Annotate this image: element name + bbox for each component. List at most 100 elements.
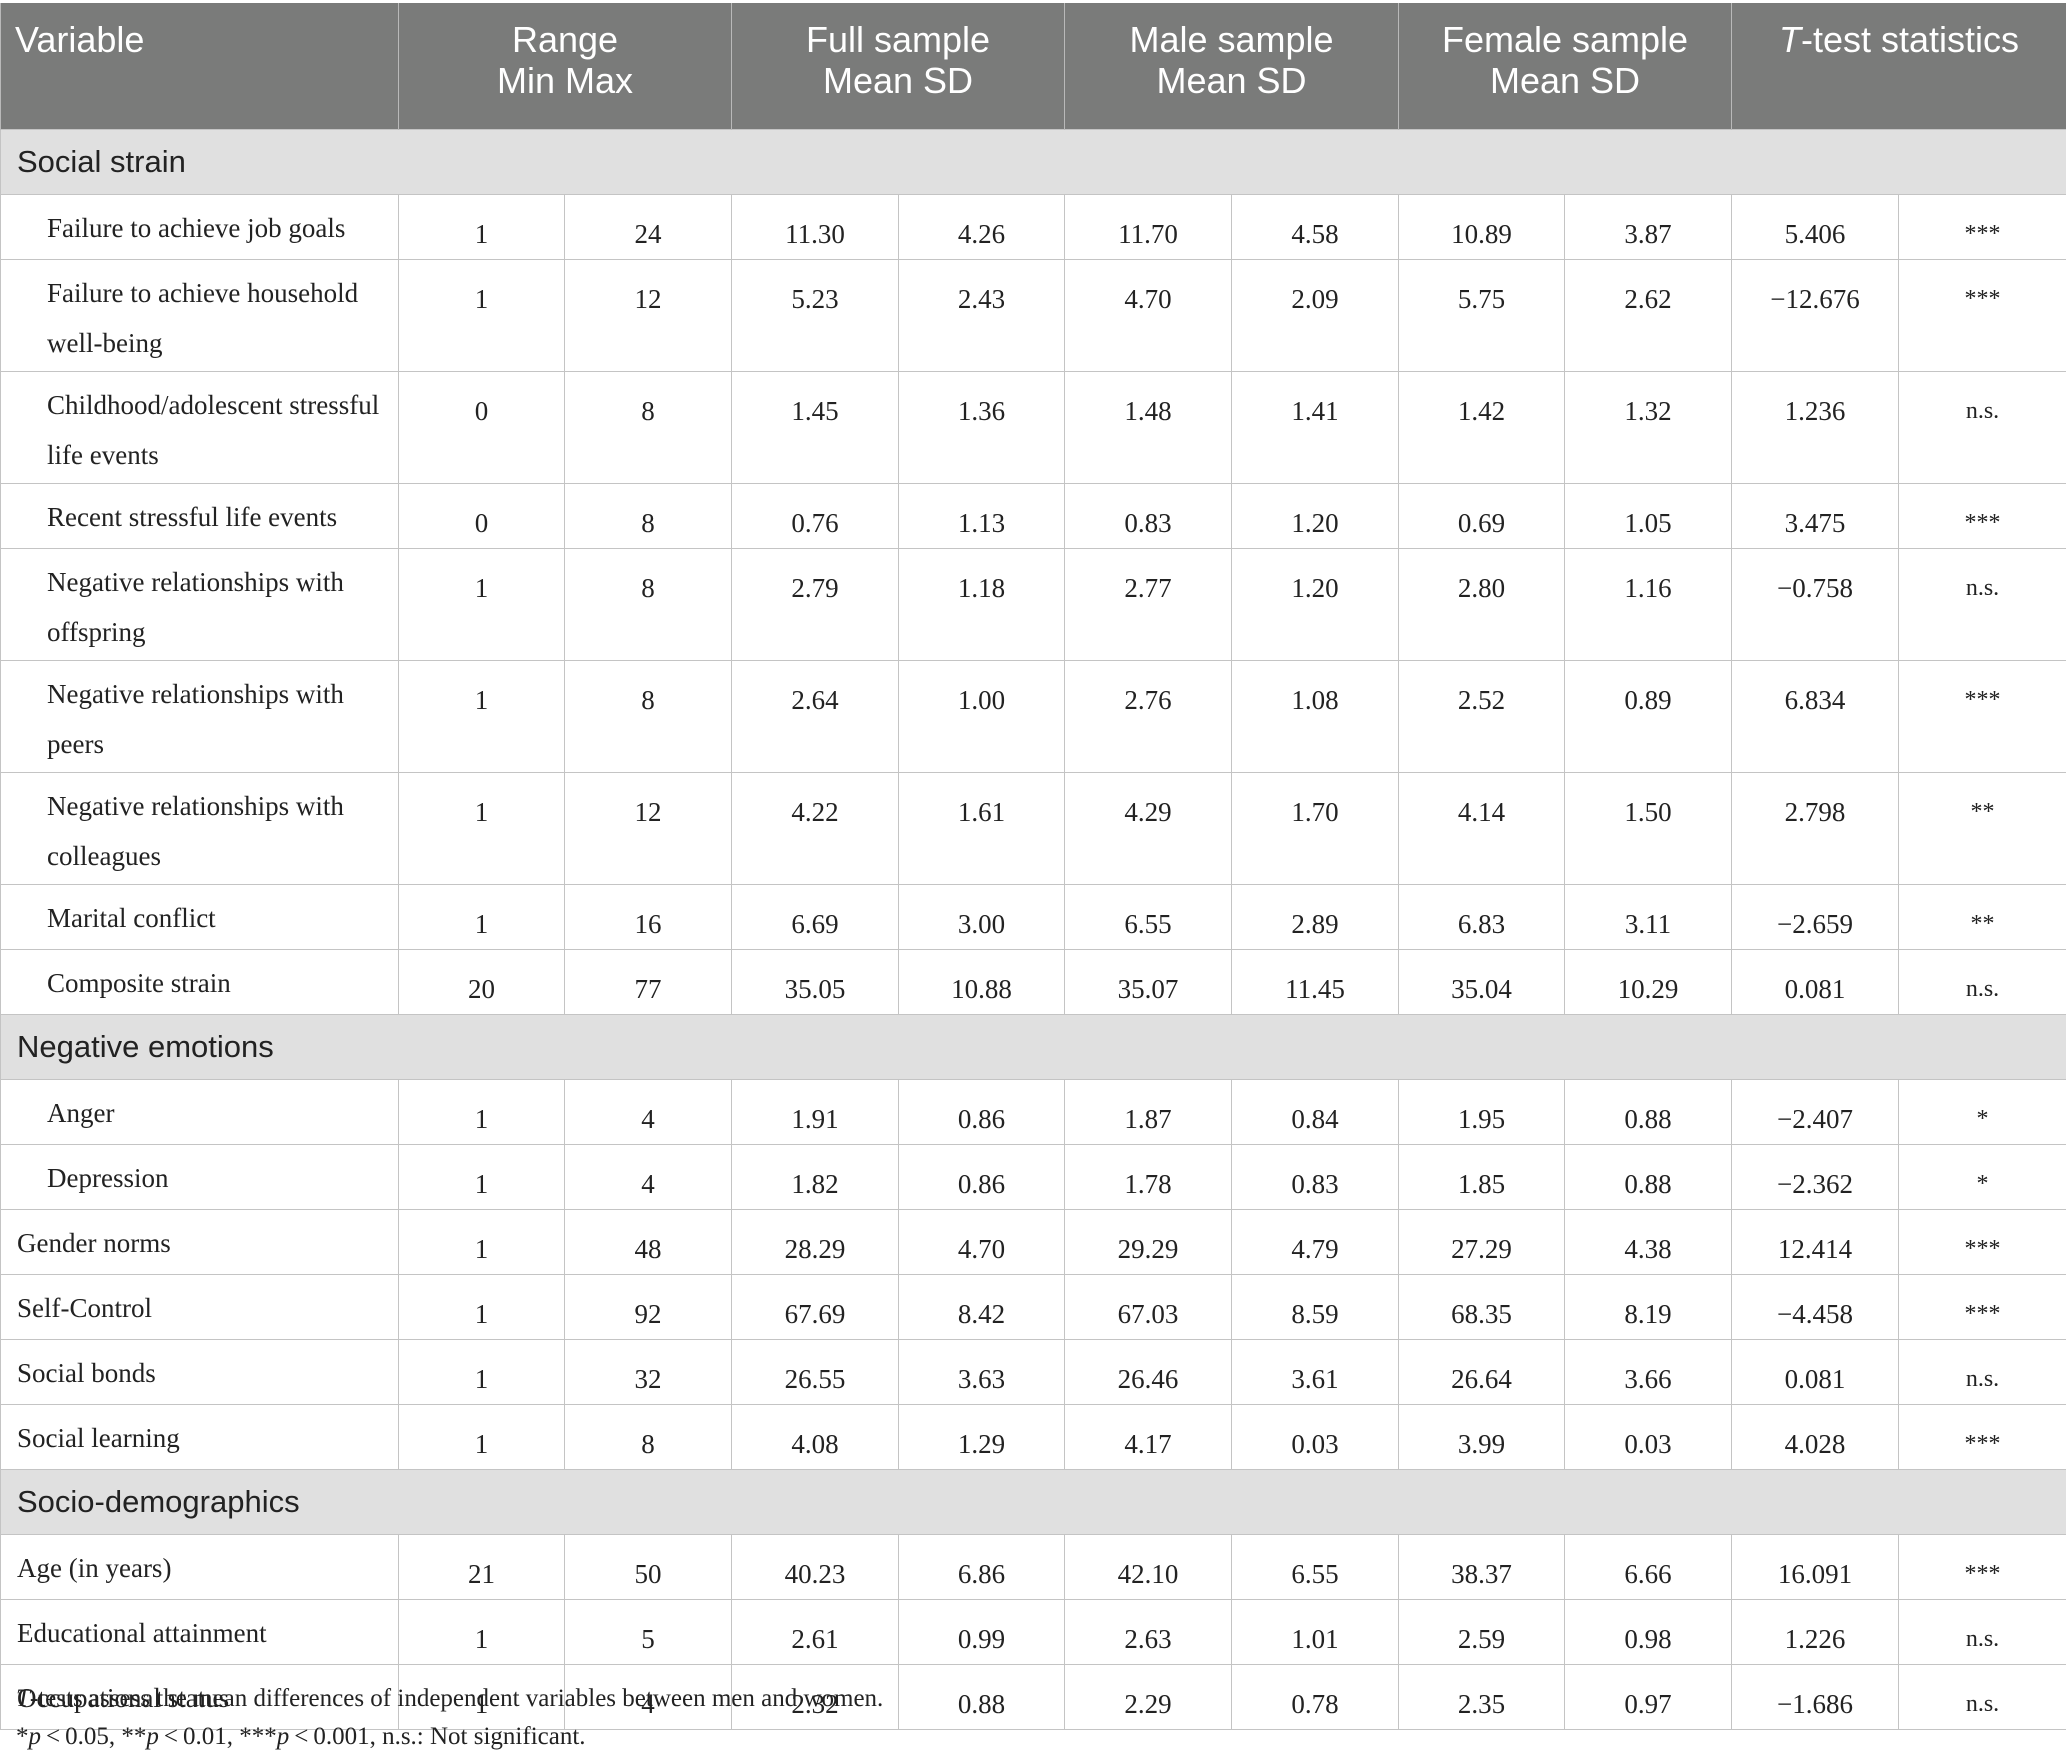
cell-female-mean: 10.89 bbox=[1398, 194, 1565, 260]
cell-full-sd: 1.13 bbox=[898, 483, 1065, 549]
note-segment: p bbox=[28, 1723, 42, 1750]
cell-max: 5 bbox=[564, 1599, 732, 1665]
table-row: Educational attainment 1 5 2.61 0.99 2.63 1.01… bbox=[0, 1599, 2066, 1665]
cell-sig: * bbox=[1897, 1079, 2066, 1145]
cell-t: −2.362 bbox=[1731, 1144, 1899, 1210]
statistics-table: Variable Range Min Max Full sample Mean … bbox=[0, 3, 2066, 1730]
cell-female-mean: 5.75 bbox=[1398, 259, 1565, 372]
cell-sig: n.s. bbox=[1897, 949, 2066, 1015]
header-range: Range Min Max bbox=[398, 3, 732, 130]
cell-male-mean: 35.07 bbox=[1064, 949, 1232, 1015]
cell-t: −2.659 bbox=[1731, 884, 1899, 950]
cell-full-mean: 28.29 bbox=[731, 1209, 899, 1275]
cell-max: 4 bbox=[564, 1079, 732, 1145]
cell-full-mean: 67.69 bbox=[731, 1274, 899, 1340]
cell-min: 1 bbox=[398, 660, 565, 773]
note-ttest: T-tests assess the mean differences of i… bbox=[16, 1685, 884, 1712]
cell-min: 1 bbox=[398, 1079, 565, 1145]
cell-full-sd: 3.63 bbox=[898, 1339, 1065, 1405]
cell-male-sd: 1.41 bbox=[1231, 371, 1399, 484]
row-label: Social learning bbox=[0, 1404, 399, 1470]
row-label: Gender norms bbox=[0, 1209, 399, 1275]
cell-male-mean: 4.70 bbox=[1064, 259, 1232, 372]
section-row: Social strain bbox=[0, 129, 2066, 195]
cell-male-mean: 1.87 bbox=[1064, 1079, 1232, 1145]
table-row: Composite strain 20 77 35.05 10.88 35.07 11.45… bbox=[0, 949, 2066, 1015]
header-t-test: T-test statistics bbox=[1730, 3, 2066, 130]
section-row: Socio-demographics bbox=[0, 1469, 2066, 1535]
table-row: Failure to achieve job goals 1 24 11.30 4.26… bbox=[0, 194, 2066, 260]
cell-t: −1.686 bbox=[1731, 1664, 1899, 1730]
cell-sig: *** bbox=[1897, 1209, 2066, 1275]
table-row: Negative relationships with offspring 1 8 2… bbox=[0, 548, 2066, 661]
row-label: Negative relationships with colleagues bbox=[0, 772, 399, 885]
row-label: Social bonds bbox=[0, 1339, 399, 1405]
cell-sig: *** bbox=[1897, 194, 2066, 260]
cell-female-mean: 35.04 bbox=[1398, 949, 1565, 1015]
section-title: Social strain bbox=[0, 129, 2066, 195]
cell-sig: n.s. bbox=[1897, 1339, 2066, 1405]
cell-max: 32 bbox=[564, 1339, 732, 1405]
cell-min: 1 bbox=[398, 1599, 565, 1665]
section-row: Negative emotions bbox=[0, 1014, 2066, 1080]
section-title: Socio-demographics bbox=[0, 1469, 2066, 1535]
cell-full-sd: 0.99 bbox=[898, 1599, 1065, 1665]
cell-sig: n.s. bbox=[1897, 1599, 2066, 1665]
cell-max: 16 bbox=[564, 884, 732, 950]
cell-female-mean: 38.37 bbox=[1398, 1534, 1565, 1600]
table-row: Negative relationships with peers 1 8 2.64 1… bbox=[0, 660, 2066, 773]
cell-male-mean: 2.76 bbox=[1064, 660, 1232, 773]
cell-min: 21 bbox=[398, 1534, 565, 1600]
cell-female-sd: 0.97 bbox=[1564, 1664, 1732, 1730]
cell-full-sd: 1.61 bbox=[898, 772, 1065, 885]
cell-male-mean: 4.17 bbox=[1064, 1404, 1232, 1470]
cell-full-mean: 5.23 bbox=[731, 259, 899, 372]
table-row: Social bonds 1 32 26.55 3.63 26.46 3.61 26.64 3.… bbox=[0, 1339, 2066, 1405]
cell-min: 1 bbox=[398, 772, 565, 885]
cell-full-sd: 6.86 bbox=[898, 1534, 1065, 1600]
cell-max: 24 bbox=[564, 194, 732, 260]
cell-sig: *** bbox=[1897, 1274, 2066, 1340]
cell-min: 1 bbox=[398, 1274, 565, 1340]
cell-sig: ** bbox=[1897, 772, 2066, 885]
cell-male-mean: 6.55 bbox=[1064, 884, 1232, 950]
cell-male-mean: 26.46 bbox=[1064, 1339, 1232, 1405]
cell-male-mean: 2.63 bbox=[1064, 1599, 1232, 1665]
cell-female-mean: 2.59 bbox=[1398, 1599, 1565, 1665]
row-label: Occupational status bbox=[0, 1664, 399, 1730]
row-label: Educational attainment bbox=[0, 1599, 399, 1665]
cell-min: 1 bbox=[398, 1144, 565, 1210]
table-row: Social learning 1 8 4.08 1.29 4.17 0.03 3.99 0.0… bbox=[0, 1404, 2066, 1470]
cell-min: 1 bbox=[398, 1339, 565, 1405]
cell-full-mean: 4.22 bbox=[731, 772, 899, 885]
cell-female-sd: 1.16 bbox=[1564, 548, 1732, 661]
cell-male-mean: 1.78 bbox=[1064, 1144, 1232, 1210]
cell-min: 0 bbox=[398, 371, 565, 484]
cell-full-sd: 1.00 bbox=[898, 660, 1065, 773]
cell-t: 1.226 bbox=[1731, 1599, 1899, 1665]
table-row: Recent stressful life events 0 8 0.76 1.13 0.… bbox=[0, 483, 2066, 549]
cell-max: 8 bbox=[564, 1404, 732, 1470]
cell-full-mean: 40.23 bbox=[731, 1534, 899, 1600]
cell-full-sd: 3.00 bbox=[898, 884, 1065, 950]
cell-max: 12 bbox=[564, 259, 732, 372]
cell-female-sd: 8.19 bbox=[1564, 1274, 1732, 1340]
note-segment: < 0.01, *** bbox=[158, 1723, 277, 1750]
header-full-sample: Full sample Mean SD bbox=[731, 3, 1065, 130]
cell-full-sd: 0.88 bbox=[898, 1664, 1065, 1730]
cell-t: 6.834 bbox=[1731, 660, 1899, 773]
cell-max: 8 bbox=[564, 483, 732, 549]
cell-female-sd: 0.88 bbox=[1564, 1079, 1732, 1145]
row-label: Negative relationships with peers bbox=[0, 660, 399, 773]
cell-male-sd: 1.20 bbox=[1231, 548, 1399, 661]
cell-full-mean: 4.08 bbox=[731, 1404, 899, 1470]
cell-full-mean: 35.05 bbox=[731, 949, 899, 1015]
cell-male-sd: 1.70 bbox=[1231, 772, 1399, 885]
note-segment: * bbox=[16, 1723, 29, 1750]
cell-t: 5.406 bbox=[1731, 194, 1899, 260]
cell-sig: *** bbox=[1897, 259, 2066, 372]
cell-min: 1 bbox=[398, 1404, 565, 1470]
cell-min: 1 bbox=[398, 884, 565, 950]
cell-full-sd: 1.36 bbox=[898, 371, 1065, 484]
cell-sig: n.s. bbox=[1897, 1664, 2066, 1730]
